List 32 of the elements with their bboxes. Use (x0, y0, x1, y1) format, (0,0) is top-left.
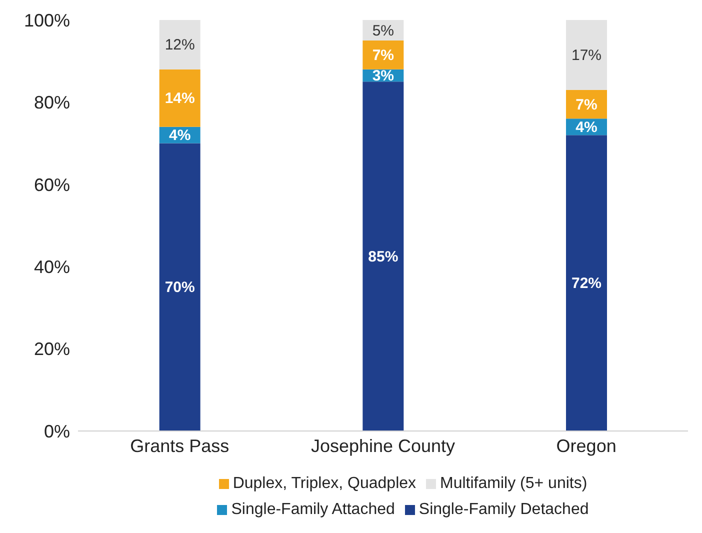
bar (159, 69, 200, 127)
bar (362, 40, 404, 70)
y-tick-label: 20% (34, 339, 70, 360)
bar (566, 20, 607, 90)
y-tick-label: 80% (34, 92, 70, 113)
legend-label: Single-Family Detached (418, 501, 589, 518)
data-label: 4% (576, 118, 598, 136)
y-tick-label: 40% (34, 256, 70, 277)
data-label: 72% (571, 275, 602, 292)
y-tick-label: 60% (34, 174, 70, 195)
data-label: 5% (372, 22, 394, 40)
data-label: 12% (164, 36, 195, 54)
data-label: 17% (571, 46, 602, 64)
bar (159, 20, 200, 70)
data-label: 7% (576, 96, 598, 114)
legend-label: Single-Family Attached (231, 501, 395, 518)
y-tick-label: 0% (44, 421, 70, 442)
legend-label: Multifamily (5+ units) (440, 475, 588, 492)
data-label: 70% (164, 279, 195, 296)
bar (362, 82, 404, 431)
legend-label: Duplex, Triplex, Quadplex (232, 475, 416, 492)
x-tick-label: Oregon (556, 436, 616, 456)
data-label: 14% (164, 90, 195, 108)
x-tick-label: Grants Pass (130, 436, 230, 456)
x-tick-label: Josephine County (310, 436, 456, 456)
data-label: 85% (368, 248, 398, 266)
bar (159, 143, 200, 431)
data-label: 7% (372, 46, 394, 64)
data-label: 4% (168, 127, 191, 144)
y-tick-label: 100% (24, 10, 70, 30)
bar (566, 135, 607, 431)
data-label: 3% (372, 67, 394, 84)
